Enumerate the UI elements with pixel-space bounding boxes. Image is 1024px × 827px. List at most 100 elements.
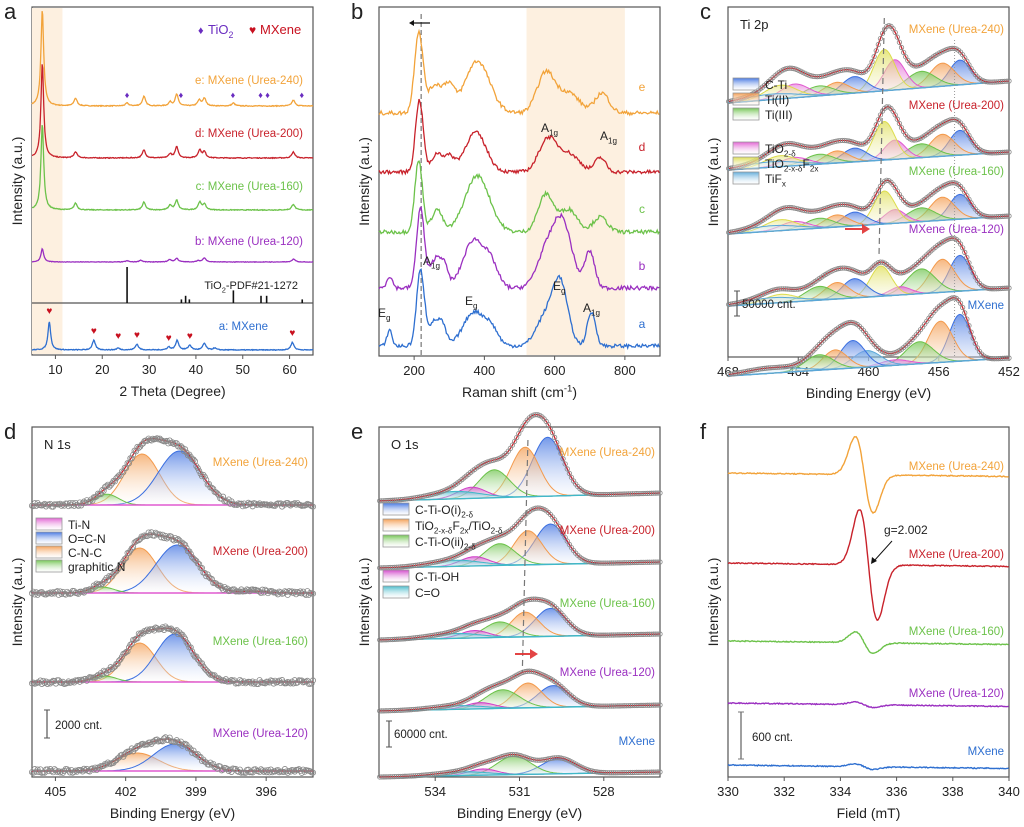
data-point [533, 505, 539, 511]
data-point [284, 591, 291, 598]
series-label: MXene (Urea-120) [909, 224, 1004, 236]
panel-e: e 534 531 528 Binding Energy (eV) Intensity (… [351, 411, 663, 821]
x-tick-label: 30 [142, 362, 156, 377]
data-point [279, 677, 286, 684]
data-point [51, 590, 58, 597]
data-point [199, 758, 206, 765]
data-point [968, 329, 974, 335]
data-point [184, 745, 191, 752]
g-value-annotation: g=2.002 [884, 523, 928, 537]
data-point [728, 371, 734, 377]
data-point [177, 540, 184, 547]
panel-letter: c [700, 0, 711, 24]
data-point [121, 464, 128, 471]
legend-label: O=C-N [68, 532, 106, 546]
legend-label: TiO2-x-δ​F2x​/TiO2-δ​ [415, 519, 503, 536]
data-point [40, 590, 47, 597]
epr-curve [727, 435, 1009, 515]
data-point [41, 500, 48, 507]
label-part: F [452, 519, 459, 533]
data-point [273, 679, 280, 686]
data-point [170, 537, 177, 544]
data-point [877, 35, 884, 42]
label-part: 2x [810, 165, 819, 174]
mxene-marker-icon: ♥ [91, 326, 97, 337]
data-point [137, 631, 144, 638]
series-label: b: MXene (Urea-120) [195, 236, 303, 248]
data-point [132, 538, 139, 545]
dashed-shift-line [521, 439, 529, 673]
x-tick-label: 336 [886, 784, 908, 799]
data-point [191, 750, 198, 757]
data-point [284, 679, 291, 686]
xps-spectrum [28, 623, 316, 687]
xps-spectrum [726, 177, 1012, 236]
label-part: C=O [415, 586, 440, 600]
raman-curve [378, 268, 660, 351]
data-point [139, 630, 146, 637]
peak-annotation: Eg​ [378, 306, 391, 323]
xrd-curve [31, 124, 314, 212]
label-part: Ti(III) [765, 108, 793, 122]
data-point [80, 676, 87, 683]
component-fill [728, 259, 1009, 306]
data-point [88, 587, 95, 594]
data-point [177, 738, 184, 745]
panel-title: Ti 2p [740, 17, 768, 32]
plot-frame [727, 426, 1010, 778]
data-point [117, 656, 124, 663]
tio2-marker-icon: ♦ [198, 25, 204, 37]
peak-annotation: A1g​ [423, 254, 441, 271]
legend-label: TiO2-δ​ [765, 142, 796, 159]
data-point [69, 678, 76, 685]
series-label: MXene (Urea-160) [213, 636, 308, 648]
label-part: C-Ti-O(ii) [415, 535, 464, 549]
data-point [36, 590, 43, 597]
component-fill [379, 756, 660, 777]
label-part: A [583, 301, 591, 315]
data-point [726, 98, 732, 105]
data-point [260, 589, 267, 596]
data-point [252, 679, 259, 686]
series-label: MXene (Urea-240) [909, 24, 1004, 36]
data-point [377, 565, 383, 571]
xrd-curve [31, 321, 314, 352]
x-tick-label: 340 [998, 784, 1020, 799]
data-point [562, 461, 568, 467]
series-label: MXene (Urea-160) [560, 598, 655, 610]
label-part: TiF [765, 172, 782, 186]
x-tick-label: 800 [614, 363, 636, 378]
highlight-band [526, 8, 625, 355]
data-point [145, 628, 152, 635]
data-point [267, 501, 274, 508]
legend-swatch [35, 559, 63, 573]
x-tick-label: 330 [717, 784, 739, 799]
data-point [68, 590, 75, 597]
data-point [283, 500, 290, 507]
scale-bar-label: 600 cnt. [752, 732, 793, 744]
data-point [256, 500, 263, 507]
xrd-curve [31, 64, 314, 160]
data-point [253, 768, 260, 775]
data-point [518, 427, 524, 433]
legend-swatch [732, 92, 760, 106]
component-fill [32, 545, 313, 593]
data-point [970, 270, 976, 276]
data-point [549, 430, 556, 436]
legend-label: C-Ti-OH [415, 570, 459, 584]
label-part: Raman shift (cm [462, 384, 564, 400]
data-point [66, 499, 73, 506]
data-point [48, 590, 55, 597]
data-point [180, 540, 187, 547]
data-point [286, 501, 293, 508]
data-point [117, 561, 124, 568]
component-fill [728, 266, 1009, 306]
data-point [286, 588, 293, 595]
label-part: 2-δ [461, 511, 473, 520]
data-point [249, 678, 256, 685]
data-point [189, 648, 196, 655]
data-point [175, 536, 182, 543]
label-part: -1 [564, 384, 572, 395]
component-fill [728, 63, 1009, 103]
data-point [879, 30, 886, 36]
